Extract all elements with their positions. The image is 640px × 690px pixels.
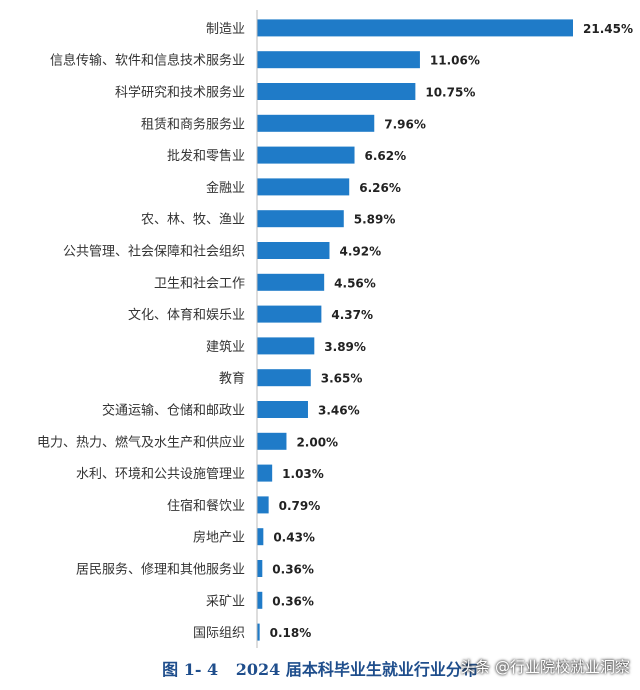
bar <box>257 337 315 355</box>
value-label: 0.43% <box>273 531 315 545</box>
value-label: 0.36% <box>272 594 314 608</box>
value-label: 11.06% <box>430 54 480 68</box>
category-label: 批发和零售业 <box>167 148 245 164</box>
value-label: 7.96% <box>384 117 426 131</box>
value-label: 4.37% <box>331 308 373 322</box>
bar <box>257 210 344 228</box>
figure-title: 2024 届本科毕业生就业行业分布 <box>235 660 478 679</box>
bar <box>257 83 416 100</box>
bar <box>257 623 260 641</box>
bar <box>257 146 355 164</box>
value-label: 1.03% <box>282 467 324 481</box>
value-label: 3.46% <box>318 404 360 418</box>
category-label: 金融业 <box>206 180 245 196</box>
category-label: 农、林、牧、渔业 <box>141 213 245 228</box>
value-label: 10.75% <box>425 86 475 100</box>
category-label: 采矿业 <box>206 594 245 609</box>
bar <box>257 273 325 291</box>
bar <box>257 178 350 196</box>
bar <box>257 242 330 259</box>
category-label: 科学研究和技术服务业 <box>115 85 245 101</box>
value-label: 4.92% <box>339 245 381 259</box>
category-label: 教育 <box>219 371 245 387</box>
category-label: 交通运输、仓储和邮政业 <box>102 403 245 419</box>
bar <box>257 560 263 577</box>
value-label: 3.89% <box>324 340 366 354</box>
bar <box>257 51 420 69</box>
bar <box>257 528 264 546</box>
category-label: 水利、环境和公共设施管理业 <box>76 467 245 482</box>
value-label: 2.00% <box>296 435 338 449</box>
category-label: 房地产业 <box>193 530 245 546</box>
category-label: 国际组织 <box>193 626 245 641</box>
figure-number: 图 1- 4 <box>162 660 219 679</box>
bar <box>257 432 287 450</box>
category-label: 居民服务、修理和其他服务业 <box>76 562 245 578</box>
watermark: 头条 @行业院校就业洞察 <box>460 658 630 676</box>
value-label: 4.56% <box>334 276 376 290</box>
value-label: 3.65% <box>321 372 363 386</box>
bar <box>257 369 311 387</box>
category-label: 文化、体育和娱乐业 <box>128 307 245 323</box>
category-label: 公共管理、社会保障和社会组织 <box>63 244 245 260</box>
category-label: 建筑业 <box>206 339 245 355</box>
figure-caption: 图 1- 4 2024 届本科毕业生就业行业分布 <box>0 656 640 680</box>
category-label: 信息传输、软件和信息技术服务业 <box>50 53 245 69</box>
value-label: 6.26% <box>359 181 401 195</box>
bar <box>257 19 573 37</box>
category-label: 电力、热力、燃气及水生产和供应业 <box>37 434 245 450</box>
bar <box>257 114 375 132</box>
value-label: 0.18% <box>270 626 312 640</box>
value-label: 5.89% <box>354 213 396 227</box>
bar <box>257 401 308 418</box>
bar <box>257 305 322 323</box>
value-label: 6.62% <box>365 149 407 163</box>
bar <box>257 496 269 514</box>
category-label: 租赁和商务服务业 <box>141 116 245 132</box>
bar-chart: 制造业 21.45% 信息传输、软件和信息技术服务业 11.06% 科学研究和技术服务业… <box>37 10 633 648</box>
category-label: 卫生和社会工作 <box>154 275 245 291</box>
value-label: 21.45% <box>583 22 633 36</box>
bar <box>257 591 263 609</box>
value-label: 0.36% <box>272 563 314 577</box>
category-label: 住宿和餐饮业 <box>167 498 245 514</box>
bar <box>257 464 273 482</box>
value-label: 0.79% <box>279 499 321 513</box>
category-label: 制造业 <box>206 22 245 37</box>
